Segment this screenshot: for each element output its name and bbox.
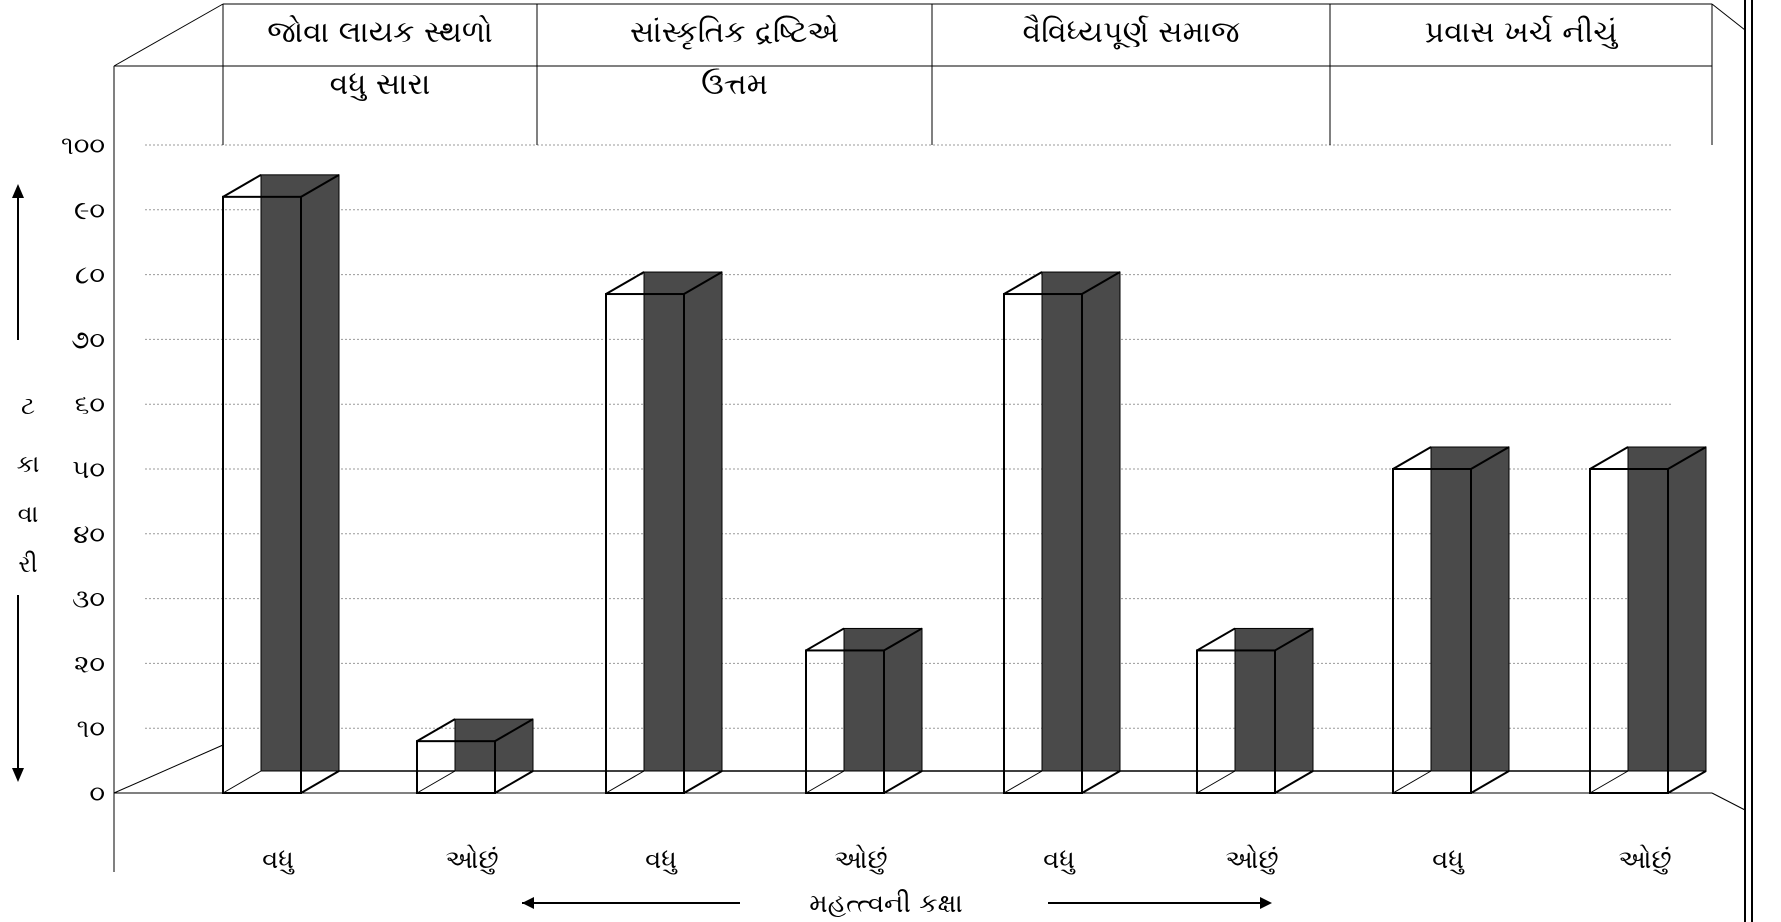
- bar-front-face: [605, 293, 685, 794]
- bar-edge: [1196, 627, 1236, 652]
- bar: [1589, 446, 1707, 794]
- frame-top-right-edge: [1711, 3, 1746, 31]
- bar-edge: [883, 770, 923, 794]
- bar-edge: [1470, 770, 1510, 794]
- bar-edge: [222, 173, 262, 198]
- arrowhead-down: [12, 768, 24, 782]
- x-tick-label: ઓછું: [834, 845, 887, 875]
- y-tick-label: ૭૦: [71, 325, 105, 355]
- y-tick-label: ૦: [89, 779, 105, 809]
- y-axis-title-char: કા: [17, 450, 40, 478]
- bar-edge: [605, 271, 645, 295]
- x-tick-label: વધુ: [262, 845, 295, 875]
- y-axis-title-char: ટ: [21, 392, 35, 420]
- bar-front-face: [1003, 293, 1083, 794]
- y-tick-label: ૫૦: [72, 455, 105, 485]
- bar-edge: [494, 770, 534, 794]
- bars: [222, 173, 1707, 794]
- bar-edge: [300, 770, 340, 794]
- category-header: જોવા લાયક સ્થળો વધુ સારા સાંસ્કૃતિક દ્રષ્ટ…: [222, 4, 1713, 145]
- axis-titles: મહત્ત્વની કક્ષા ટ કા વા રી: [12, 184, 1272, 919]
- bar: [222, 173, 340, 794]
- bar-edge: [300, 173, 340, 198]
- bar-front-face: [805, 649, 885, 794]
- arrowhead-left: [522, 897, 534, 909]
- y-tick-label: ૧૦: [77, 714, 105, 744]
- bar-front-face: [1196, 649, 1276, 794]
- y-axis-title-char: વા: [18, 500, 39, 528]
- bar-edge: [494, 718, 534, 743]
- x-tick-label: વધુ: [1432, 845, 1465, 875]
- bar-edge: [1667, 446, 1707, 470]
- bar-edge: [1392, 446, 1432, 470]
- bar-edge: [683, 770, 723, 794]
- chart-frame: [113, 0, 1753, 922]
- bar-edge: [1003, 271, 1043, 295]
- bar-front-face: [1392, 468, 1472, 794]
- bar-edge: [1470, 446, 1510, 470]
- bar-edge: [1003, 770, 1043, 794]
- floor-right-edge: [1711, 792, 1746, 811]
- bar-front-face: [222, 195, 302, 794]
- y-tick-label: ૯૦: [74, 196, 105, 226]
- x-tick-label: વધુ: [645, 845, 678, 875]
- category-label: પ્રવાસ ખર્ચ નીચું: [1425, 15, 1619, 50]
- y-tick-label: ૪૦: [73, 520, 105, 550]
- bar: [805, 627, 923, 794]
- bar-edge: [1589, 770, 1629, 794]
- bar-edge: [1392, 770, 1432, 794]
- bar-front-face: [416, 740, 496, 794]
- y-tick-label: ૮૦: [75, 261, 105, 291]
- bar-edge: [1081, 770, 1121, 794]
- category-label: ઉત્તમ: [701, 67, 768, 102]
- x-axis-title: મહત્ત્વની કક્ષા: [809, 889, 962, 919]
- category-label: વૈવિધ્યપૂર્ણ સમાજ: [1023, 15, 1241, 50]
- bar: [1003, 271, 1121, 794]
- bar-edge: [1589, 446, 1629, 470]
- x-tick-label: વધુ: [1043, 845, 1076, 875]
- arrowhead-up: [12, 184, 24, 198]
- bar-edge: [883, 627, 923, 652]
- bar-front-face: [1589, 468, 1669, 794]
- x-axis-labels: વધુ ઓછું વધુ ઓછું વધુ ઓછું વધુ ઓછું: [262, 845, 1671, 875]
- frame-top-left-edge: [113, 3, 224, 67]
- bar: [1196, 627, 1314, 794]
- bar-edge: [222, 770, 262, 794]
- bar-edge: [805, 627, 845, 652]
- y-tick-label: ૩૦: [72, 585, 105, 615]
- arrowhead-right: [1260, 897, 1272, 909]
- bar-edge: [1274, 770, 1314, 794]
- bar-edge: [683, 271, 723, 295]
- bar-edge: [1274, 627, 1314, 652]
- y-tick-label: ૨૦: [74, 649, 105, 679]
- bar-edge: [1667, 770, 1707, 794]
- floor-left-edge: [113, 744, 224, 794]
- x-tick-label: ઓછું: [1618, 845, 1671, 875]
- category-label: વધુ સારા: [330, 67, 431, 102]
- y-axis-ticks: ૦ ૧૦ ૨૦ ૩૦ ૪૦ ૫૦ ૬૦ ૭૦ ૮૦ ૯૦ ૧૦૦: [61, 131, 105, 809]
- bar-edge: [1081, 271, 1121, 295]
- bar: [1392, 446, 1510, 794]
- y-tick-label: ૧૦૦: [61, 131, 105, 161]
- bar: [416, 718, 534, 794]
- category-label: જોવા લાયક સ્થળો: [267, 15, 493, 50]
- x-tick-label: ઓછું: [445, 845, 498, 875]
- bar-edge: [805, 770, 845, 794]
- bar-edge: [605, 770, 645, 794]
- bar-edge: [1196, 770, 1236, 794]
- category-label: સાંસ્કૃતિક દ્રષ્ટિએ: [630, 15, 839, 50]
- y-tick-label: ૬૦: [75, 390, 105, 420]
- bar-edge: [416, 718, 456, 743]
- y-axis-title-char: રી: [18, 550, 37, 578]
- bar: [605, 271, 723, 794]
- bar-edge: [416, 770, 456, 794]
- x-tick-label: ઓછું: [1225, 845, 1278, 875]
